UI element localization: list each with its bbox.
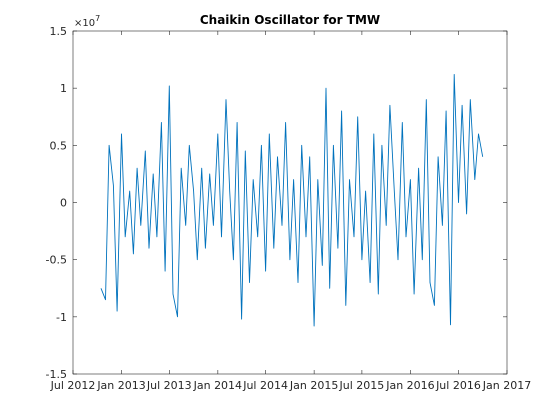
x-tick-label: Jul 2012 — [50, 379, 96, 392]
y-tick-label: 1 — [60, 82, 67, 95]
axis-ticks — [72, 30, 508, 375]
y-axis-tick-labels: -1.5 -1 -0.5 0 0.5 1 1.5 — [46, 25, 67, 381]
y-tick-label: -0.5 — [46, 254, 67, 267]
x-tick-label: Jul 2013 — [146, 379, 192, 392]
x-tick-label: Jul 2016 — [435, 379, 481, 392]
y-tick-label: 0.5 — [50, 139, 68, 152]
chart-title: Chaikin Oscillator for TMW — [200, 13, 380, 27]
series-group — [100, 73, 484, 327]
x-axis-tick-labels: Jul 2012 Jan 2013 Jul 2013 Jan 2014 Jul 2014… — [50, 379, 532, 392]
y-tick-label: 0 — [60, 197, 67, 210]
y-axis-exponent: ×107 — [74, 14, 100, 29]
x-tick-label: Jul 2015 — [339, 379, 385, 392]
plot-area — [72, 30, 508, 375]
exponent-base: ×10 — [74, 18, 95, 29]
exponent-power: 7 — [95, 14, 100, 23]
y-tick-label: 1.5 — [50, 25, 68, 38]
x-tick-label: Jan 2014 — [193, 379, 242, 392]
x-tick-label: Jan 2015 — [289, 379, 338, 392]
y-tick-label: -1.5 — [46, 368, 67, 381]
x-tick-label: Jan 2016 — [385, 379, 434, 392]
x-tick-label: Jul 2014 — [242, 379, 288, 392]
oscillator-series-line — [100, 73, 484, 327]
x-tick-label: Jan 2017 — [482, 379, 531, 392]
y-tick-label: -1 — [56, 311, 67, 324]
x-tick-label: Jan 2013 — [96, 379, 145, 392]
